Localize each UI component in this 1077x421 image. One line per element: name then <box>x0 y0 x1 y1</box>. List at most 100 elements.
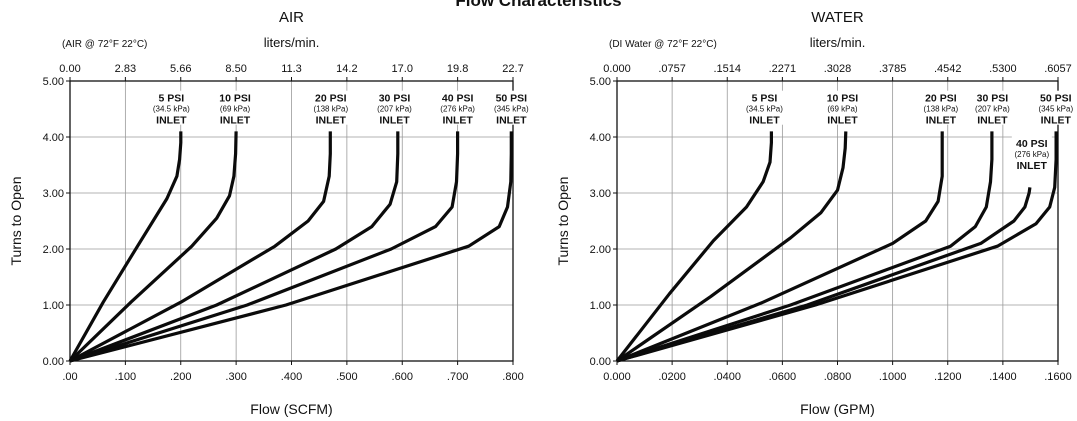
secondary-tick-label: 22.7 <box>502 63 523 75</box>
chart-title: AIR <box>279 9 304 26</box>
series-line-20-psi <box>69 131 332 363</box>
series-label-sub: (345 kPa) <box>1038 105 1073 114</box>
series-label-sub: (34.5 kPa) <box>746 105 783 114</box>
series-label-sub: (207 kPa) <box>377 105 412 114</box>
series-label-name: 5 PSI <box>752 93 778 105</box>
series-label-backdrop <box>920 90 961 125</box>
series-line-5-psi <box>68 131 183 362</box>
series-label-backdrop <box>151 90 192 125</box>
secondary-tick-label: 5.66 <box>170 63 191 75</box>
secondary-tick-label: .5300 <box>989 63 1017 75</box>
x-tick-label: .0400 <box>713 371 741 383</box>
chart-title: WATER <box>811 9 864 26</box>
x-tick-label: .00 <box>62 371 77 383</box>
y-tick-label: 3.00 <box>43 188 64 200</box>
secondary-tick-label: .3028 <box>824 63 852 75</box>
series-label-tag: INLET <box>496 115 527 127</box>
secondary-tick-label: .4542 <box>934 63 962 75</box>
series-label-backdrop <box>972 90 1013 125</box>
x-tick-label: .0600 <box>769 371 797 383</box>
y-tick-label: 5.00 <box>590 76 611 88</box>
secondary-tick-label: 0.000 <box>603 63 631 75</box>
x-tick-label: .0800 <box>824 371 852 383</box>
x-tick-label: .500 <box>336 371 357 383</box>
series-label-sub: (138 kPa) <box>924 105 959 114</box>
y-tick-label: 2.00 <box>43 244 64 256</box>
series-label-sub: (138 kPa) <box>313 105 348 114</box>
series-label-name: 10 PSI <box>827 93 859 105</box>
series-label-name: 10 PSI <box>219 93 251 105</box>
x-tick-label: .100 <box>115 371 136 383</box>
secondary-tick-label: .6057 <box>1044 63 1072 75</box>
series-label-sub: (69 kPa) <box>220 105 251 114</box>
series-label-backdrop <box>374 90 415 125</box>
series-label-tag: INLET <box>1041 115 1072 127</box>
y-tick-label: 2.00 <box>590 244 611 256</box>
series-line-40-psi <box>69 131 460 363</box>
x-axis-label: Flow (GPM) <box>800 401 875 417</box>
series-label-backdrop <box>215 90 256 125</box>
series-line-20-psi <box>616 131 944 363</box>
series-label-sub: (276 kPa) <box>1014 150 1049 159</box>
x-tick-label: .600 <box>392 371 413 383</box>
y-tick-label: 1.00 <box>590 300 611 312</box>
secondary-tick-label: 8.50 <box>225 63 246 75</box>
y-tick-label: 0.00 <box>43 356 64 368</box>
series-label-name: 30 PSI <box>977 93 1009 105</box>
water-chart: 0.000 .0200 .0400 .0600 .0800 .1000 .1200 .1400… <box>555 9 1076 417</box>
x-tick-label: .1200 <box>934 371 962 383</box>
series-label-sub: (69 kPa) <box>827 105 858 114</box>
series-label-name: 50 PSI <box>1040 93 1072 105</box>
secondary-tick-label: .0757 <box>658 63 686 75</box>
x-tick-label: .1000 <box>879 371 907 383</box>
series-label-tag: INLET <box>442 115 473 127</box>
series-label-tag: INLET <box>749 115 780 127</box>
series-label-backdrop <box>822 90 863 125</box>
series-label-backdrop <box>437 90 478 125</box>
series-label-sub: (34.5 kPa) <box>153 105 190 114</box>
series-line-5-psi <box>615 131 773 362</box>
x-tick-label: .700 <box>447 371 468 383</box>
series-label-backdrop <box>491 90 532 125</box>
secondary-tick-label: 19.8 <box>447 63 468 75</box>
series-line-30-psi <box>69 131 400 363</box>
secondary-axis-label: liters/min. <box>264 35 320 50</box>
series-label-tag: INLET <box>379 115 410 127</box>
secondary-tick-label: 11.3 <box>281 63 302 75</box>
page-title: Flow Characteristics <box>455 0 622 10</box>
series-label-name: 40 PSI <box>442 93 474 105</box>
x-tick-label: .200 <box>170 371 191 383</box>
x-tick-label: .1400 <box>989 371 1017 383</box>
series-label-sub: (276 kPa) <box>440 105 475 114</box>
series-line-40-psi <box>616 187 1032 363</box>
x-tick-label: .1600 <box>1044 371 1072 383</box>
x-axis-label: Flow (SCFM) <box>250 401 332 417</box>
secondary-axis-label: liters/min. <box>810 35 866 50</box>
series-label-backdrop <box>310 90 351 125</box>
series-label-backdrop <box>744 90 785 125</box>
series-line-10-psi <box>616 131 848 363</box>
y-axis-label: Turns to Open <box>8 177 24 266</box>
secondary-tick-label: .2271 <box>769 63 797 75</box>
secondary-tick-label: .3785 <box>879 63 907 75</box>
x-tick-label: .0200 <box>658 371 686 383</box>
secondary-tick-label: .1514 <box>713 63 741 75</box>
series-label-tag: INLET <box>316 115 347 127</box>
series-label-tag: INLET <box>926 115 957 127</box>
series-line-10-psi <box>68 131 238 363</box>
series-label-name: 40 PSI <box>1016 138 1048 150</box>
secondary-tick-label: 14.2 <box>336 63 357 75</box>
series-label-name: 20 PSI <box>925 93 957 105</box>
y-tick-label: 4.00 <box>590 132 611 144</box>
series-label-name: 30 PSI <box>379 93 411 105</box>
x-tick-label: 0.000 <box>603 371 631 383</box>
x-tick-label: .400 <box>281 371 302 383</box>
series-label-name: 50 PSI <box>496 93 528 105</box>
series-label-tag: INLET <box>156 115 187 127</box>
y-tick-label: 4.00 <box>43 132 64 144</box>
series-line-50-psi <box>616 131 1058 363</box>
series-line-50-psi <box>69 131 513 363</box>
x-tick-label: .300 <box>225 371 246 383</box>
y-tick-label: 3.00 <box>590 188 611 200</box>
